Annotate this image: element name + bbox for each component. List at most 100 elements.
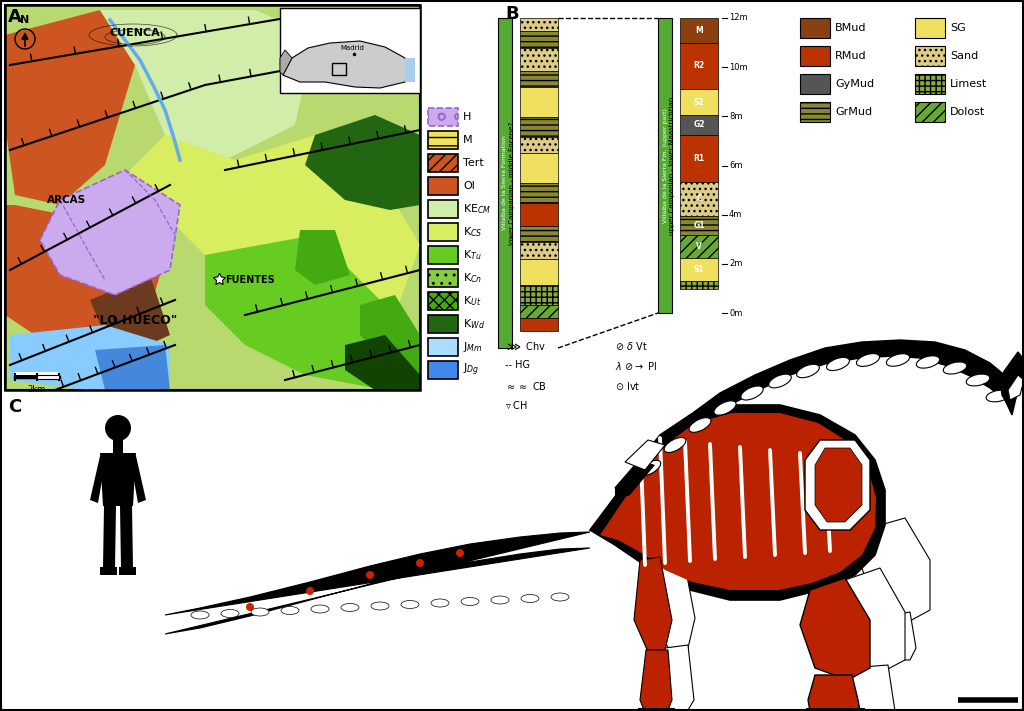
Bar — [800, 46, 830, 66]
Ellipse shape — [916, 356, 940, 368]
Ellipse shape — [943, 362, 967, 374]
Bar — [680, 235, 718, 258]
Text: 4m: 4m — [729, 210, 742, 219]
Polygon shape — [656, 550, 695, 648]
Ellipse shape — [431, 599, 449, 607]
Polygon shape — [808, 675, 860, 711]
Bar — [119, 567, 136, 575]
Polygon shape — [305, 115, 420, 210]
Text: $\lambda$ $\oslash$$\rightarrow$ Pl: $\lambda$ $\oslash$$\rightarrow$ Pl — [615, 360, 657, 372]
Ellipse shape — [967, 374, 990, 386]
Text: J$_{Dg}$: J$_{Dg}$ — [463, 362, 479, 378]
Polygon shape — [125, 135, 420, 335]
Polygon shape — [280, 50, 292, 75]
Text: Villalba de la Sierra Fm. (upper part): Villalba de la Sierra Fm. (upper part) — [663, 108, 668, 223]
Text: C: C — [8, 398, 22, 416]
Polygon shape — [345, 335, 420, 390]
Bar — [428, 177, 458, 195]
Text: V: V — [696, 242, 701, 251]
Polygon shape — [120, 506, 133, 568]
Text: -- HG: -- HG — [505, 360, 530, 370]
Bar — [428, 223, 458, 241]
Polygon shape — [95, 345, 170, 390]
Bar — [915, 74, 945, 94]
Text: Limest: Limest — [950, 79, 987, 89]
Bar — [520, 305, 558, 319]
Text: Madrid: Madrid — [340, 45, 364, 51]
Text: $\approx\approx$ CB: $\approx\approx$ CB — [505, 380, 547, 392]
Polygon shape — [870, 612, 916, 660]
Bar — [520, 87, 558, 117]
Bar — [800, 102, 830, 122]
Bar — [5, 5, 420, 390]
Text: K$_{Cn}$: K$_{Cn}$ — [463, 271, 482, 285]
Text: 2m: 2m — [729, 260, 742, 268]
Polygon shape — [5, 175, 175, 355]
Ellipse shape — [797, 364, 819, 378]
Bar — [5, 5, 420, 390]
Bar — [280, 8, 420, 93]
Bar — [428, 131, 458, 149]
Bar — [520, 259, 558, 285]
Polygon shape — [360, 295, 420, 375]
Bar — [428, 246, 458, 264]
Bar — [100, 567, 117, 575]
Ellipse shape — [740, 386, 763, 400]
Circle shape — [416, 559, 424, 567]
Circle shape — [456, 549, 464, 557]
Ellipse shape — [689, 417, 711, 432]
Text: RMud: RMud — [835, 51, 866, 61]
Text: CUENCA: CUENCA — [110, 28, 161, 38]
Circle shape — [306, 587, 314, 595]
Text: FUENTES: FUENTES — [225, 275, 274, 285]
Text: N: N — [20, 15, 30, 25]
Bar — [520, 242, 558, 259]
Bar — [520, 137, 558, 154]
Bar — [800, 18, 830, 38]
Text: $\triangledown$ CH: $\triangledown$ CH — [505, 400, 528, 411]
Polygon shape — [165, 532, 590, 634]
Text: R1: R1 — [693, 154, 705, 163]
Text: Sand: Sand — [950, 51, 978, 61]
Ellipse shape — [401, 601, 419, 609]
Bar — [428, 361, 458, 379]
Bar — [15, 375, 37, 379]
Ellipse shape — [639, 460, 660, 476]
Circle shape — [366, 571, 374, 579]
Text: Villalba de la Sierra Formation: Villalba de la Sierra Formation — [503, 136, 508, 230]
Circle shape — [105, 415, 131, 441]
Text: ARCAS: ARCAS — [47, 195, 87, 205]
Bar — [520, 183, 558, 203]
Text: B: B — [505, 5, 518, 23]
Text: 2km: 2km — [28, 385, 46, 394]
Text: K$_{Tu}$: K$_{Tu}$ — [463, 248, 481, 262]
Text: 10m: 10m — [729, 63, 748, 72]
Polygon shape — [283, 41, 412, 88]
Bar — [680, 115, 718, 134]
Bar — [680, 18, 718, 43]
Ellipse shape — [281, 606, 299, 614]
Text: lower Campanian - middle Eocene?: lower Campanian - middle Eocene? — [509, 122, 515, 245]
Bar — [520, 71, 558, 87]
Text: M: M — [695, 26, 702, 35]
Text: S2: S2 — [693, 97, 705, 107]
Bar — [406, 58, 415, 82]
Bar — [428, 200, 458, 218]
Bar — [520, 226, 558, 242]
Text: upper Campanian - lower Maastrichtian: upper Campanian - lower Maastrichtian — [669, 97, 675, 235]
Bar — [680, 281, 718, 289]
Polygon shape — [634, 557, 672, 652]
Ellipse shape — [769, 374, 792, 387]
Bar — [680, 215, 718, 235]
Polygon shape — [862, 518, 930, 622]
Bar — [680, 258, 718, 281]
Text: $\mathbf{\ggg}$ Chv: $\mathbf{\ggg}$ Chv — [505, 340, 546, 352]
Bar — [520, 154, 558, 183]
Polygon shape — [805, 440, 870, 530]
Text: K$_{Wd}$: K$_{Wd}$ — [463, 317, 485, 331]
Bar — [520, 18, 558, 31]
Polygon shape — [1000, 352, 1024, 405]
Polygon shape — [1008, 375, 1024, 400]
Polygon shape — [838, 568, 905, 672]
Bar — [520, 31, 558, 48]
